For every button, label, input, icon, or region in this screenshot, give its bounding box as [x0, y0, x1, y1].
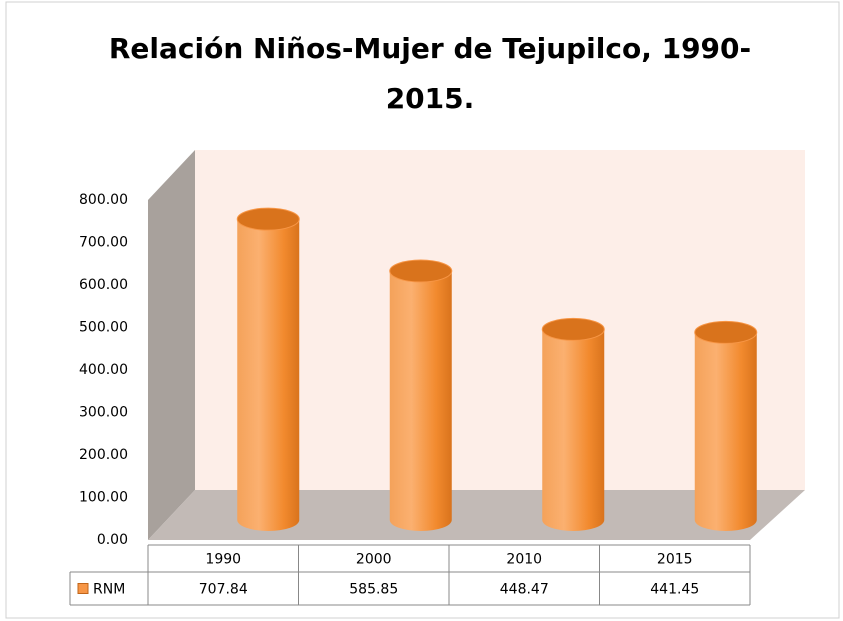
y-tick-label: 500.00 — [79, 320, 128, 336]
cylinder — [542, 329, 605, 531]
cylinder-top — [236, 207, 300, 231]
y-tick-label: 600.00 — [79, 277, 128, 293]
x-tick-label: 2010 — [506, 552, 542, 568]
chart-title: Relación Niños-Mujer de Tejupilco, 1990- — [109, 32, 751, 65]
x-tick-label: 2000 — [356, 552, 392, 568]
data-label: 585.85 — [349, 582, 398, 598]
data-label: 448.47 — [500, 582, 549, 598]
y-tick-label: 0.00 — [97, 532, 128, 548]
y-tick-label: 100.00 — [79, 490, 128, 506]
chart-title: 2015. — [386, 82, 475, 115]
cylinder-top — [389, 259, 453, 283]
cylinder — [237, 219, 300, 531]
side-wall — [148, 150, 195, 540]
cylinder-top — [694, 320, 758, 344]
x-tick-label: 2015 — [657, 552, 693, 568]
cylinder-top — [541, 317, 605, 341]
data-label: 707.84 — [199, 582, 248, 598]
floor — [148, 490, 805, 540]
y-tick-label: 200.00 — [79, 447, 128, 463]
y-tick-label: 800.00 — [79, 192, 128, 208]
y-tick-label: 300.00 — [79, 405, 128, 421]
y-tick-label: 400.00 — [79, 362, 128, 378]
cylinder — [389, 271, 452, 531]
x-tick-label: 1990 — [205, 552, 241, 568]
y-tick-label: 700.00 — [79, 235, 128, 251]
legend-key — [77, 583, 89, 594]
legend-label: RNM — [93, 582, 125, 598]
data-label: 441.45 — [650, 582, 699, 598]
cylinder — [694, 332, 757, 531]
back-wall — [195, 150, 805, 490]
